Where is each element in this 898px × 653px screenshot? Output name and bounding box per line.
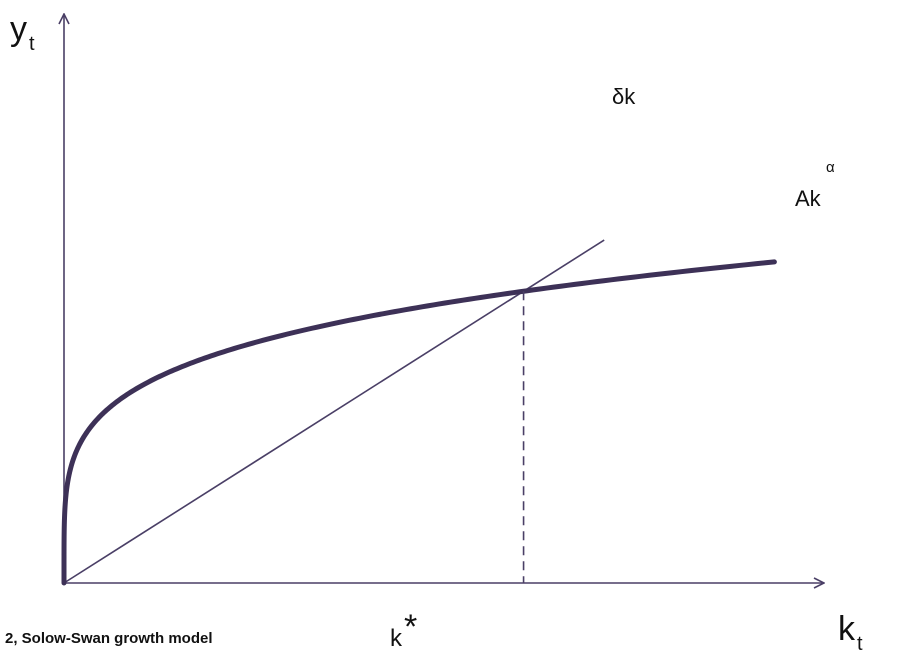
- production-curve-label: Ak: [795, 186, 822, 211]
- production-curve: [61, 259, 777, 586]
- equilibrium-label: k*: [390, 608, 417, 652]
- depreciation-line-label: δk: [612, 84, 636, 109]
- depreciation-line: [63, 239, 605, 584]
- figure-caption: 2, Solow-Swan growth model: [5, 630, 213, 647]
- production-curve-exponent: α: [826, 159, 835, 176]
